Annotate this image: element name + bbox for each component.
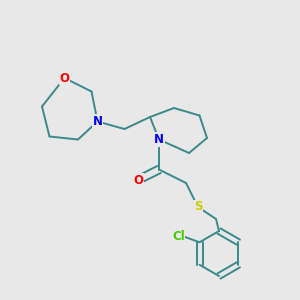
Text: O: O — [133, 173, 143, 187]
Text: N: N — [92, 115, 103, 128]
Text: N: N — [154, 133, 164, 146]
Text: Cl: Cl — [172, 230, 185, 243]
Text: S: S — [194, 200, 202, 214]
Text: O: O — [59, 71, 70, 85]
